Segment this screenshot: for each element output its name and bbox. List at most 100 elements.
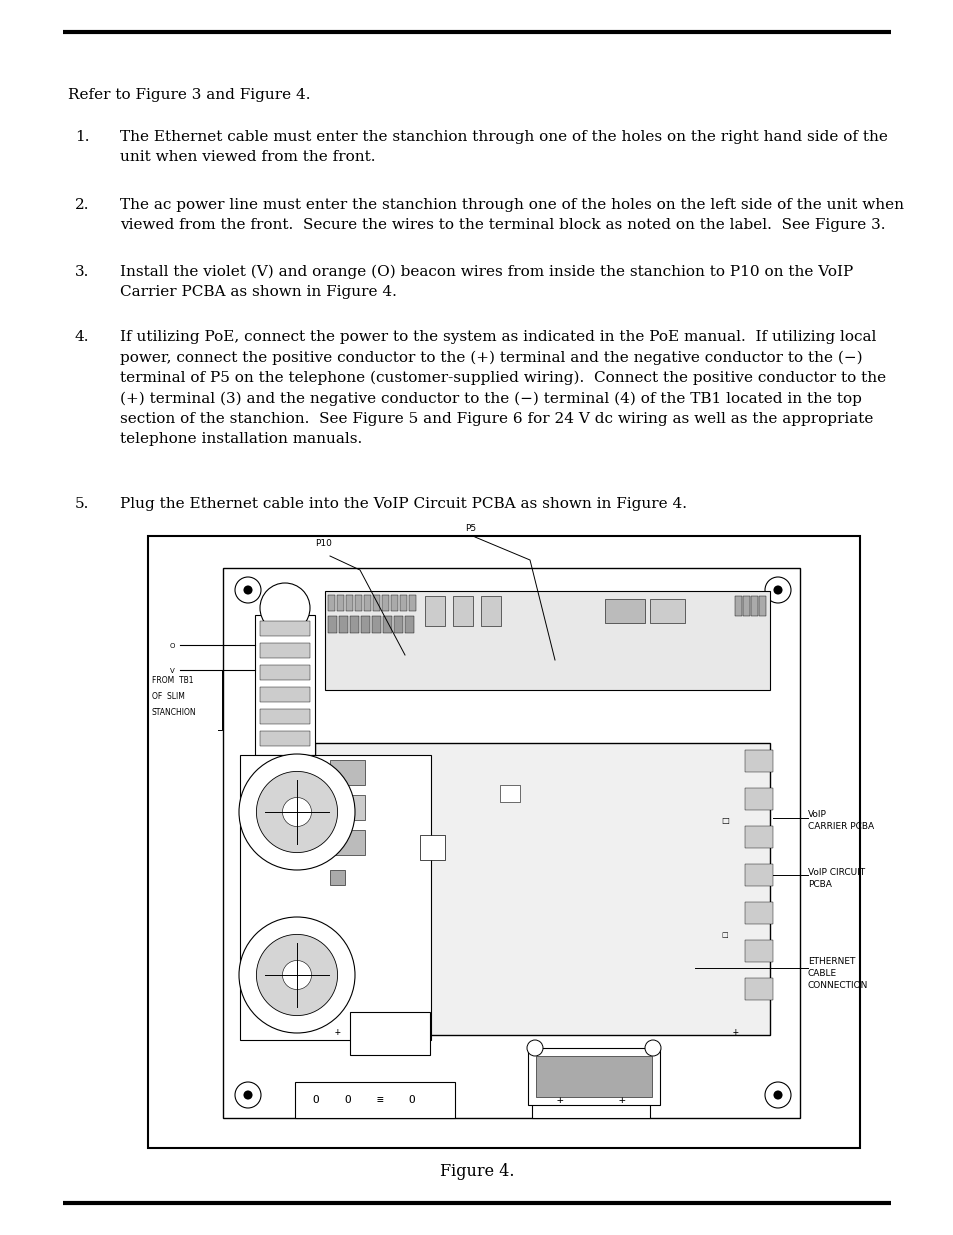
Text: ≡: ≡: [376, 1095, 383, 1105]
Bar: [536, 1056, 651, 1097]
Circle shape: [773, 585, 781, 594]
Bar: [734, 597, 741, 616]
Circle shape: [644, 1040, 660, 1056]
Bar: [336, 595, 344, 611]
Bar: [744, 750, 772, 772]
Circle shape: [243, 585, 253, 594]
Bar: [338, 616, 348, 634]
Bar: [744, 978, 772, 1000]
Text: +: +: [618, 1095, 625, 1105]
Bar: [260, 709, 310, 724]
Bar: [750, 597, 758, 616]
Bar: [527, 1049, 659, 1105]
Bar: [405, 616, 414, 634]
Bar: [350, 616, 358, 634]
Circle shape: [764, 577, 790, 603]
Text: CONNECTION: CONNECTION: [807, 981, 867, 990]
Text: Refer to Figure 3 and Figure 4.: Refer to Figure 3 and Figure 4.: [68, 88, 310, 103]
Text: PCBA: PCBA: [807, 881, 831, 889]
Text: Figure 4.: Figure 4.: [439, 1163, 514, 1179]
Bar: [744, 826, 772, 848]
Text: +: +: [556, 1095, 563, 1105]
Bar: [350, 1011, 430, 1055]
Text: □: □: [720, 815, 728, 825]
Bar: [360, 616, 370, 634]
Bar: [409, 595, 416, 611]
Bar: [328, 616, 336, 634]
Text: 3.: 3.: [75, 266, 90, 279]
Bar: [260, 731, 310, 746]
Bar: [148, 536, 859, 1149]
Bar: [355, 595, 361, 611]
Bar: [223, 568, 800, 1118]
Text: O: O: [344, 1095, 351, 1105]
Circle shape: [243, 1091, 253, 1099]
Bar: [394, 616, 402, 634]
Circle shape: [234, 577, 261, 603]
Text: O: O: [313, 1095, 319, 1105]
Bar: [742, 597, 749, 616]
Circle shape: [282, 798, 312, 826]
Text: 2.: 2.: [75, 198, 90, 212]
Bar: [759, 597, 765, 616]
Bar: [328, 595, 335, 611]
Text: VoIP: VoIP: [807, 810, 826, 819]
Bar: [260, 687, 310, 701]
Bar: [532, 1082, 649, 1118]
Bar: [744, 902, 772, 924]
Text: The Ethernet cable must enter the stanchion through one of the holes on the righ: The Ethernet cable must enter the stanch…: [120, 130, 887, 164]
Bar: [424, 597, 444, 626]
Text: If utilizing PoE, connect the power to the system as indicated in the PoE manual: If utilizing PoE, connect the power to t…: [120, 330, 885, 446]
Bar: [604, 599, 644, 622]
Bar: [325, 592, 769, 690]
Circle shape: [239, 755, 355, 869]
Text: CARRIER PCBA: CARRIER PCBA: [807, 823, 873, 831]
Bar: [372, 616, 380, 634]
Text: 4.: 4.: [75, 330, 90, 345]
Text: CABLE: CABLE: [807, 969, 836, 978]
Bar: [744, 788, 772, 810]
Text: 1.: 1.: [75, 130, 90, 144]
Bar: [480, 597, 500, 626]
Bar: [744, 864, 772, 885]
Bar: [373, 595, 379, 611]
Text: +: +: [732, 1028, 739, 1037]
Text: The ac power line must enter the stanchion through one of the holes on the left : The ac power line must enter the stanchi…: [120, 198, 903, 232]
Bar: [346, 595, 353, 611]
Text: +: +: [335, 1028, 340, 1037]
Circle shape: [256, 772, 337, 852]
Bar: [260, 643, 310, 658]
Bar: [254, 615, 314, 755]
Bar: [499, 785, 519, 802]
Bar: [240, 755, 431, 1040]
Bar: [382, 616, 392, 634]
Bar: [399, 595, 407, 611]
Circle shape: [256, 935, 337, 1015]
Circle shape: [282, 961, 312, 989]
Bar: [260, 664, 310, 680]
Circle shape: [234, 1082, 261, 1108]
Bar: [381, 595, 389, 611]
Bar: [314, 743, 769, 1035]
Circle shape: [260, 583, 310, 634]
Text: Install the violet (V) and orange (O) beacon wires from inside the stanchion to : Install the violet (V) and orange (O) be…: [120, 266, 852, 299]
Circle shape: [764, 1082, 790, 1108]
Text: VoIP CIRCUIT: VoIP CIRCUIT: [807, 868, 864, 877]
Text: P5: P5: [464, 524, 476, 534]
Text: STANCHION: STANCHION: [152, 708, 196, 718]
Circle shape: [773, 1091, 781, 1099]
Text: V: V: [170, 668, 174, 674]
Circle shape: [526, 1040, 542, 1056]
Text: OF  SLIM: OF SLIM: [152, 692, 185, 701]
Text: 5.: 5.: [75, 496, 90, 511]
Text: O: O: [408, 1095, 415, 1105]
Bar: [294, 1082, 455, 1118]
Text: ETHERNET: ETHERNET: [807, 957, 855, 966]
Bar: [330, 869, 345, 885]
Bar: [260, 621, 310, 636]
Bar: [419, 835, 444, 860]
Text: P10: P10: [314, 538, 332, 548]
Bar: [391, 595, 397, 611]
Circle shape: [239, 918, 355, 1032]
Bar: [744, 940, 772, 962]
